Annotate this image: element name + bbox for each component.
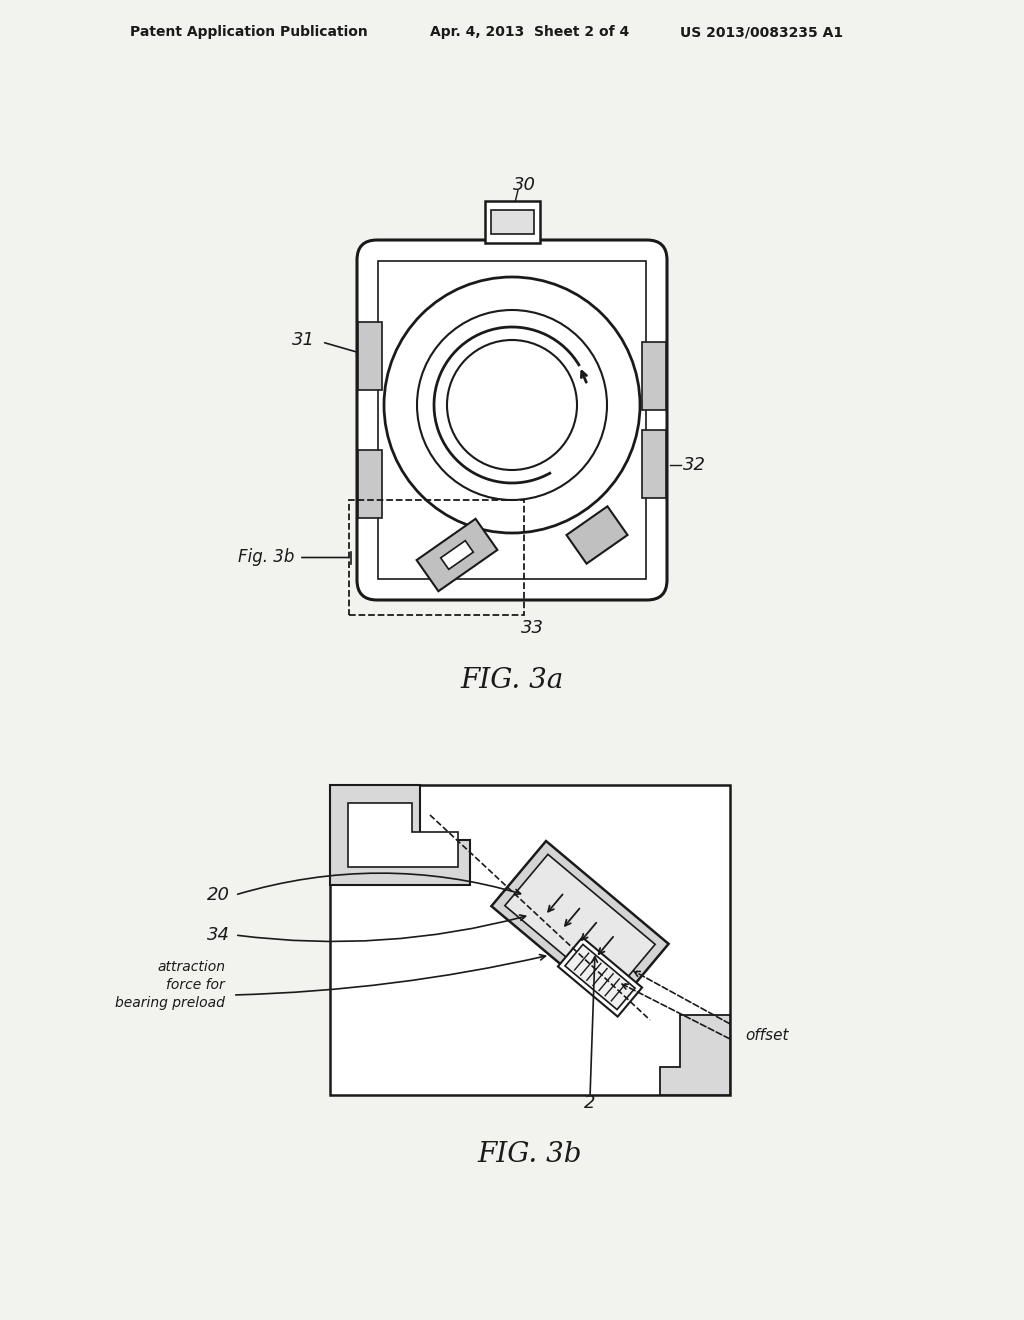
Text: 34: 34 bbox=[207, 927, 230, 944]
Polygon shape bbox=[348, 803, 458, 867]
Text: Apr. 4, 2013  Sheet 2 of 4: Apr. 4, 2013 Sheet 2 of 4 bbox=[430, 25, 630, 40]
Polygon shape bbox=[565, 944, 635, 1010]
Text: 32: 32 bbox=[683, 455, 706, 474]
Text: FIG. 3b: FIG. 3b bbox=[478, 1142, 583, 1168]
Text: bearing preload: bearing preload bbox=[115, 997, 225, 1010]
Text: 33: 33 bbox=[520, 619, 544, 638]
Text: force for: force for bbox=[166, 978, 225, 993]
Polygon shape bbox=[417, 519, 498, 591]
Text: FIG. 3a: FIG. 3a bbox=[461, 667, 563, 693]
Text: Patent Application Publication: Patent Application Publication bbox=[130, 25, 368, 40]
Circle shape bbox=[417, 310, 607, 500]
Polygon shape bbox=[440, 541, 473, 569]
Circle shape bbox=[384, 277, 640, 533]
Polygon shape bbox=[558, 937, 642, 1016]
Text: 30: 30 bbox=[512, 176, 536, 194]
Bar bbox=[378, 261, 646, 579]
Polygon shape bbox=[660, 1015, 730, 1096]
Text: 2: 2 bbox=[585, 1094, 596, 1111]
Text: offset: offset bbox=[745, 1027, 788, 1043]
Polygon shape bbox=[566, 507, 628, 564]
Bar bbox=[349, 500, 524, 615]
Bar bbox=[358, 322, 382, 389]
Text: 20: 20 bbox=[207, 886, 230, 904]
Bar bbox=[484, 201, 540, 243]
Text: 31: 31 bbox=[292, 331, 315, 348]
Circle shape bbox=[447, 341, 577, 470]
Polygon shape bbox=[492, 841, 669, 1008]
Polygon shape bbox=[330, 785, 470, 884]
Text: US 2013/0083235 A1: US 2013/0083235 A1 bbox=[680, 25, 843, 40]
Bar bbox=[358, 450, 382, 517]
FancyBboxPatch shape bbox=[357, 240, 667, 601]
Bar bbox=[490, 210, 534, 234]
Polygon shape bbox=[505, 854, 655, 995]
Bar bbox=[642, 342, 666, 411]
Bar bbox=[330, 785, 730, 1096]
Text: attraction: attraction bbox=[157, 960, 225, 974]
Bar bbox=[642, 430, 666, 498]
Text: Fig. 3b: Fig. 3b bbox=[238, 549, 294, 566]
